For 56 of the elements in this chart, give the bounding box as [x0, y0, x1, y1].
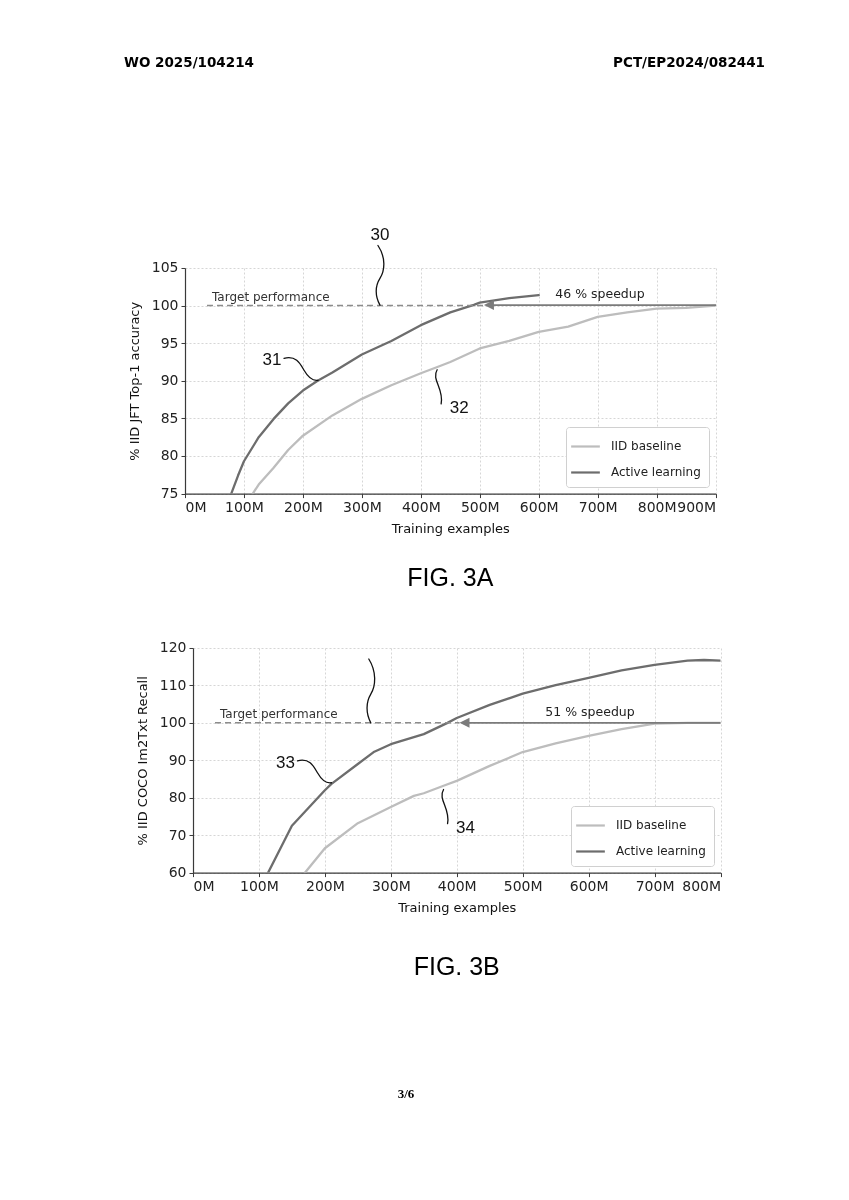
x-tick-label: 800M	[638, 498, 677, 515]
x-tick-label: 0M	[185, 498, 207, 515]
y-tick-label: 85	[161, 409, 179, 426]
annotation: 31	[262, 350, 282, 370]
legend-label: IID baseline	[616, 818, 687, 833]
y-tick-label: 90	[168, 751, 187, 768]
y-tick-label: 90	[161, 371, 179, 388]
x-tick-label: 300M	[343, 498, 383, 515]
x-tick-label: 300M	[371, 878, 411, 895]
x-tick-label: 100M	[225, 498, 265, 515]
annotation: 34	[456, 817, 476, 837]
x-tick-label: 700M	[579, 498, 618, 515]
ref-line-label: Target performance	[219, 706, 338, 721]
x-tick-label: 600M	[520, 498, 559, 515]
x-tick-label: 500M	[503, 878, 543, 895]
annotation: 51 % speedup	[545, 703, 635, 719]
y-axis-title: % IID JFT Top-1 accuracy	[127, 301, 143, 461]
y-tick-label: 110	[159, 676, 187, 693]
y-tick-label: 80	[168, 789, 187, 806]
y-tick-label: 75	[161, 484, 179, 501]
x-tick-label: 600M	[569, 878, 609, 895]
text: WO 2025/104214	[124, 54, 254, 70]
y-tick-label: 100	[152, 296, 179, 313]
legend-label: Active learning	[611, 465, 702, 479]
y-tick-label: 60	[168, 864, 187, 881]
y-tick-label: 80	[161, 447, 179, 463]
x-tick-label: 400M	[402, 498, 442, 515]
x-tick-label: 700M	[635, 878, 675, 895]
y-tick-label: 100	[159, 714, 187, 731]
y-tick-label: 70	[168, 826, 187, 843]
legend-label: Active learning	[616, 844, 706, 859]
line-series	[252, 303, 716, 494]
x-tick-label: 0M	[193, 878, 215, 895]
annotation: 46 % speedup	[555, 286, 645, 302]
annotation: 33	[276, 752, 295, 772]
x-tick-label: 500M	[461, 498, 501, 515]
text: 3/6	[397, 1086, 415, 1102]
y-tick-label: 95	[161, 334, 179, 351]
legend-label: IID baseline	[611, 439, 682, 453]
text: PCT/EP2024/082441	[613, 54, 765, 70]
y-tick-label: 105	[152, 259, 179, 275]
x-tick-label: 100M	[240, 878, 279, 895]
text: FIG. 3B	[413, 951, 500, 980]
x-tick-label: 200M	[305, 878, 345, 895]
y-axis-title: % IID COCO Im2Txt Recall	[134, 676, 150, 846]
x-tick-label: 900M	[677, 498, 717, 515]
x-tick-label: 400M	[437, 878, 477, 895]
y-tick-label: 120	[159, 639, 187, 656]
ref-line-label: Target performance	[211, 289, 331, 304]
x-tick-label: 200M	[284, 498, 324, 515]
x-axis-title: Training examples	[397, 900, 517, 916]
x-tick-label: 800M	[682, 878, 721, 895]
annotation: 30	[370, 224, 390, 244]
x-axis-title: Training examples	[391, 520, 511, 536]
annotation: 32	[449, 397, 469, 417]
text: FIG. 3A	[407, 562, 495, 591]
